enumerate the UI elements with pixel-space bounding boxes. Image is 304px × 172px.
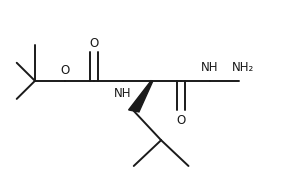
Text: NH: NH — [201, 61, 219, 74]
Text: O: O — [61, 64, 70, 77]
Text: O: O — [90, 36, 99, 50]
Text: NH: NH — [114, 87, 132, 100]
Polygon shape — [129, 81, 153, 112]
Text: O: O — [176, 114, 185, 127]
Text: NH₂: NH₂ — [232, 61, 254, 74]
